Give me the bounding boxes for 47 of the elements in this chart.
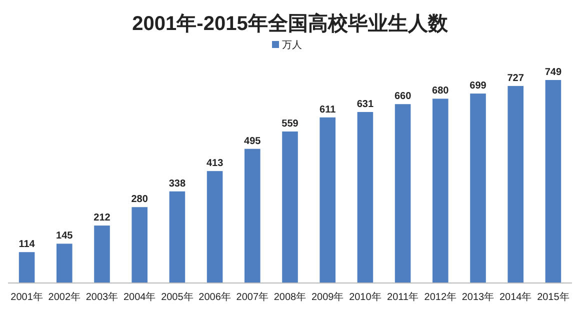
x-tick-label: 2014年 [499,291,532,303]
x-tick-label: 2007年 [236,291,269,303]
data-label: 338 [168,178,186,190]
bar [94,226,110,283]
x-tick-label: 2004年 [123,291,156,303]
chart-title: 2001年-2015年全国高校毕业生人数 [132,12,449,35]
data-label: 611 [320,104,336,116]
data-label: 699 [470,80,487,92]
x-tick-label: 2015年 [537,291,570,303]
bar [508,86,524,283]
bar [169,191,186,283]
data-label: 680 [432,86,450,97]
x-tick-label: 2006年 [198,291,231,303]
bar [18,252,35,283]
data-label: 280 [131,194,148,206]
data-label: 559 [282,118,299,130]
data-label: 413 [206,158,224,170]
x-tick-label: 2003年 [86,291,118,303]
x-tick-label: 2002年 [48,291,81,303]
bar [206,171,223,283]
bar [282,131,298,283]
legend-label: 万人 [282,40,302,51]
data-label: 114 [18,239,36,250]
x-tick-label: 2009年 [311,291,344,303]
x-tick-label: 2005年 [161,291,194,303]
data-label: 145 [56,230,74,242]
bar [320,117,336,283]
x-tick-label: 2013年 [462,291,494,303]
bar [394,104,411,283]
data-label: 631 [356,98,374,110]
data-label: 727 [507,72,524,84]
data-label: 749 [544,67,562,78]
x-tick-label: 2010年 [349,291,382,303]
bar [244,148,260,283]
bar [357,112,374,283]
x-tick-label: 2012年 [424,291,457,303]
x-tick-label: 2008年 [274,291,306,303]
data-label: 495 [244,136,262,147]
x-tick-label: 2001年 [10,291,43,303]
data-label: 660 [394,91,412,102]
data-label: 212 [94,212,111,224]
bar [545,80,562,283]
bar [432,98,448,283]
x-tick-label: 2011年 [387,291,419,303]
bar [56,244,72,283]
bar [470,94,486,283]
bar [132,207,148,283]
